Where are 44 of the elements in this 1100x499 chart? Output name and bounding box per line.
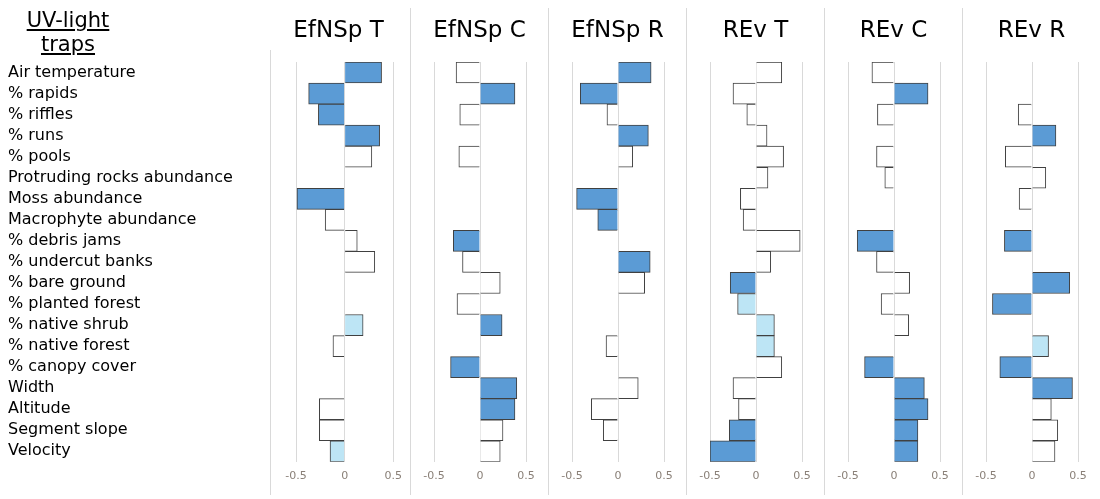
x-tick-label: -0.5 — [837, 469, 859, 483]
chart-title: EfNSp C — [432, 15, 527, 44]
x-tick-label: 0.5 — [793, 469, 811, 483]
x-tick-label: 0 — [341, 469, 349, 483]
y-tick-label: Macrophyte abundance — [8, 208, 197, 228]
y-tick-label: % planted forest — [8, 293, 141, 313]
y-tick-label: % rapids — [8, 82, 78, 102]
chart-title: REv R — [996, 15, 1067, 44]
chart-title: REv C — [858, 15, 929, 44]
x-tick-label: 0.5 — [655, 469, 673, 483]
x-tick-label: 0.5 — [931, 469, 949, 483]
chart-title: EfNSp R — [570, 15, 665, 44]
y-tick-label: % canopy cover — [8, 356, 137, 376]
y-tick-label: Air temperature — [8, 61, 136, 81]
y-tick-label: Velocity — [8, 440, 71, 460]
chart-title: REv T — [721, 15, 790, 44]
x-tick-label: -0.5 — [975, 469, 997, 483]
x-tick-label: -0.5 — [423, 469, 445, 483]
x-tick-label: 0.5 — [384, 469, 402, 483]
y-tick-label: % debris jams — [8, 230, 122, 250]
x-tick-label: 0 — [614, 469, 622, 483]
y-tick-label: % native forest — [8, 335, 130, 355]
x-tick-label: 0 — [752, 469, 760, 483]
x-tick-label: 0 — [476, 469, 484, 483]
y-tick-label: Moss abundance — [8, 187, 143, 207]
chart-title: EfNSp T — [292, 15, 385, 44]
x-tick-label: 0.5 — [517, 469, 535, 483]
x-tick-label: -0.5 — [699, 469, 721, 483]
x-tick-label: 0 — [890, 469, 898, 483]
y-tick-label: % undercut banks — [8, 251, 153, 271]
y-tick-label: % pools — [8, 145, 71, 165]
y-tick-label: % riffles — [8, 103, 73, 123]
x-tick-label: 0 — [1028, 469, 1036, 483]
x-tick-label: -0.5 — [561, 469, 583, 483]
y-axis-title: UV-light traps — [25, 8, 111, 56]
x-tick-label: 0.5 — [1069, 469, 1087, 483]
y-tick-label: % bare ground — [8, 272, 127, 292]
x-tick-label: -0.5 — [285, 469, 307, 483]
y-tick-label: % runs — [8, 124, 64, 144]
y-tick-label: Protruding rocks abundance — [8, 166, 233, 186]
y-tick-label: Altitude — [8, 398, 71, 418]
y-tick-label: Width — [8, 377, 55, 397]
y-tick-label: Segment slope — [8, 419, 128, 439]
y-tick-label: % native shrub — [8, 314, 129, 334]
